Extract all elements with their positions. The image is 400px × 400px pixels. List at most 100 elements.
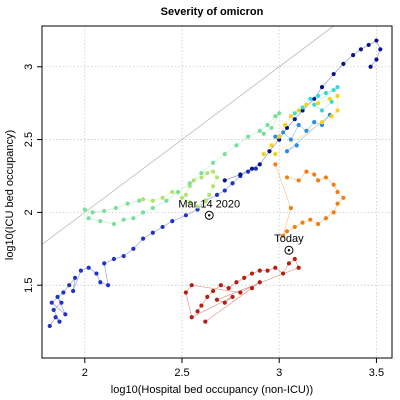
y-tick-label-1: 2 [23,209,35,215]
y-tick-label-3: 3 [23,64,35,70]
point-7-15 [150,198,155,203]
point-6-17 [222,300,227,305]
point-8-1 [125,201,130,206]
series-2 [273,112,332,154]
point-0-8 [61,290,66,295]
point-8-12 [150,205,155,211]
point-0-33 [253,166,258,171]
point-1-16 [374,38,379,43]
point-5-10 [331,210,336,215]
point-5-14 [300,220,305,225]
point-5-6 [331,182,336,187]
point-8-11 [141,210,146,215]
point-6-1 [199,303,204,308]
point-0-25 [183,213,188,218]
point-5-2 [304,169,309,174]
point-0-29 [222,188,227,193]
point-5-7 [335,189,340,195]
point-0-32 [246,169,251,174]
point-4-3 [282,122,288,128]
point-8-23 [273,114,278,119]
point-0-6 [63,312,68,317]
point-0-16 [106,283,111,288]
y-tick-label-0: 1.5 [23,278,35,293]
point-8-0 [137,198,142,203]
series-4 [261,93,340,157]
point-6-11 [273,265,278,270]
point-3-4 [323,90,328,96]
annotation-marker-1 [284,245,294,255]
point-1-9 [312,96,317,101]
point-6-25 [249,286,255,291]
point-7-9 [203,198,208,203]
point-0-10 [72,275,78,281]
point-3-6 [335,85,340,90]
point-0-22 [150,230,155,235]
point-8-7 [98,219,103,224]
point-4-6 [304,102,309,107]
point-8-18 [222,152,227,157]
point-6-8 [249,271,255,276]
point-7-16 [141,197,146,202]
point-6-4 [218,283,223,288]
point-6-3 [211,288,216,294]
point-1-17 [378,47,383,52]
point-5-17 [281,233,286,238]
point-8-10 [131,216,136,221]
x-tick-label-0: 2 [82,367,88,379]
point-8-17 [211,160,216,165]
point-4-0 [261,152,266,157]
point-7-8 [207,192,212,198]
series-6-path [185,258,300,322]
point-4-2 [277,134,282,139]
annotation-layer: Mar 14 2020 Today [178,198,304,255]
point-8-19 [234,143,239,148]
point-8-6 [86,216,91,221]
point-0-23 [160,224,165,230]
point-2-8 [284,149,290,154]
point-8-8 [111,221,117,227]
point-0-28 [214,192,220,198]
series-1 [222,38,383,183]
point-8-16 [199,170,204,176]
point-2-9 [294,143,299,148]
series-0 [47,166,258,329]
point-0-13 [86,265,91,270]
point-6-15 [296,265,301,270]
point-5-15 [292,224,297,230]
point-0-18 [111,256,117,262]
point-7-3 [199,175,204,180]
point-0-0 [47,323,52,329]
point-1-14 [358,47,363,52]
point-2-0 [273,134,278,139]
point-3-5 [331,87,336,93]
point-0-2 [57,319,62,324]
series-6 [183,256,301,324]
point-0-21 [141,236,146,241]
point-0-15 [98,280,103,285]
point-2-4 [304,128,309,133]
point-5-5 [323,175,328,180]
chart-title: Severity of omicron [161,6,264,18]
point-0-24 [170,219,175,224]
point-7-7 [211,184,216,189]
point-1-12 [341,61,346,66]
point-3-0 [292,111,297,116]
point-6-18 [230,294,235,299]
point-0-5 [55,294,60,299]
point-0-1 [53,315,58,320]
point-8-21 [257,128,262,133]
point-6-10 [265,268,270,273]
point-6-12 [281,271,286,276]
series-0-path [49,168,257,327]
y-axis: 1.5 2 2.5 3 [23,64,42,293]
point-6-13 [286,261,292,266]
point-5-3 [312,172,317,177]
point-1-0 [222,178,227,183]
point-7-10 [195,204,200,209]
point-7-11 [187,200,192,205]
point-5-8 [341,195,346,200]
point-5-18 [288,205,293,211]
annotation-marker-dot-0 [208,214,211,217]
